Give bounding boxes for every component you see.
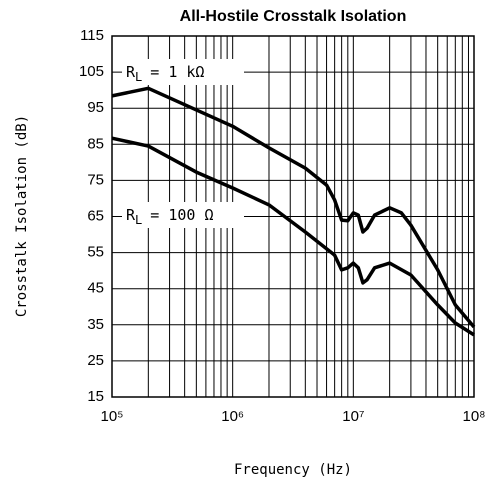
annotation-text: = 100 Ω xyxy=(150,206,213,224)
y-tick-label: 65 xyxy=(87,207,104,224)
y-tick-label: 115 xyxy=(80,27,104,44)
y-tick-label: 95 xyxy=(87,99,104,116)
y-tick-label: 105 xyxy=(79,63,104,80)
annotation-text: R xyxy=(126,63,136,81)
annotation: RL = 1 kΩ xyxy=(126,63,204,84)
chart-title: All-Hostile Crosstalk Isolation xyxy=(180,8,407,25)
annotation-background xyxy=(122,59,244,85)
annotation: RL = 100 Ω xyxy=(126,206,213,227)
y-tick-label: 15 xyxy=(87,388,104,405)
plot-frame xyxy=(111,35,475,398)
y-tick-label: 35 xyxy=(87,316,104,333)
y-tick-label: 45 xyxy=(87,280,104,297)
y-tick-label: 55 xyxy=(87,244,104,261)
annotation-text: R xyxy=(126,206,136,224)
annotation-subscript: L xyxy=(135,213,142,227)
y-tick-label: 85 xyxy=(87,135,104,152)
x-axis-title: Frequency (Hz) xyxy=(234,462,352,478)
series-line xyxy=(111,86,476,329)
x-tick-label: 10⁷ xyxy=(342,408,364,425)
x-tick-label: 10⁵ xyxy=(101,408,124,425)
y-tick-label: 25 xyxy=(87,352,104,369)
x-tick-label: 10⁶ xyxy=(221,408,244,425)
series-line xyxy=(111,136,475,337)
x-tick-label: 10⁸ xyxy=(462,408,485,425)
annotation-subscript: L xyxy=(135,70,142,84)
annotation-background xyxy=(122,202,244,228)
y-tick-label: 75 xyxy=(87,171,104,188)
annotation-text: = 1 kΩ xyxy=(150,63,204,81)
y-axis-title: Crosstalk Isolation (dB) xyxy=(14,115,30,317)
